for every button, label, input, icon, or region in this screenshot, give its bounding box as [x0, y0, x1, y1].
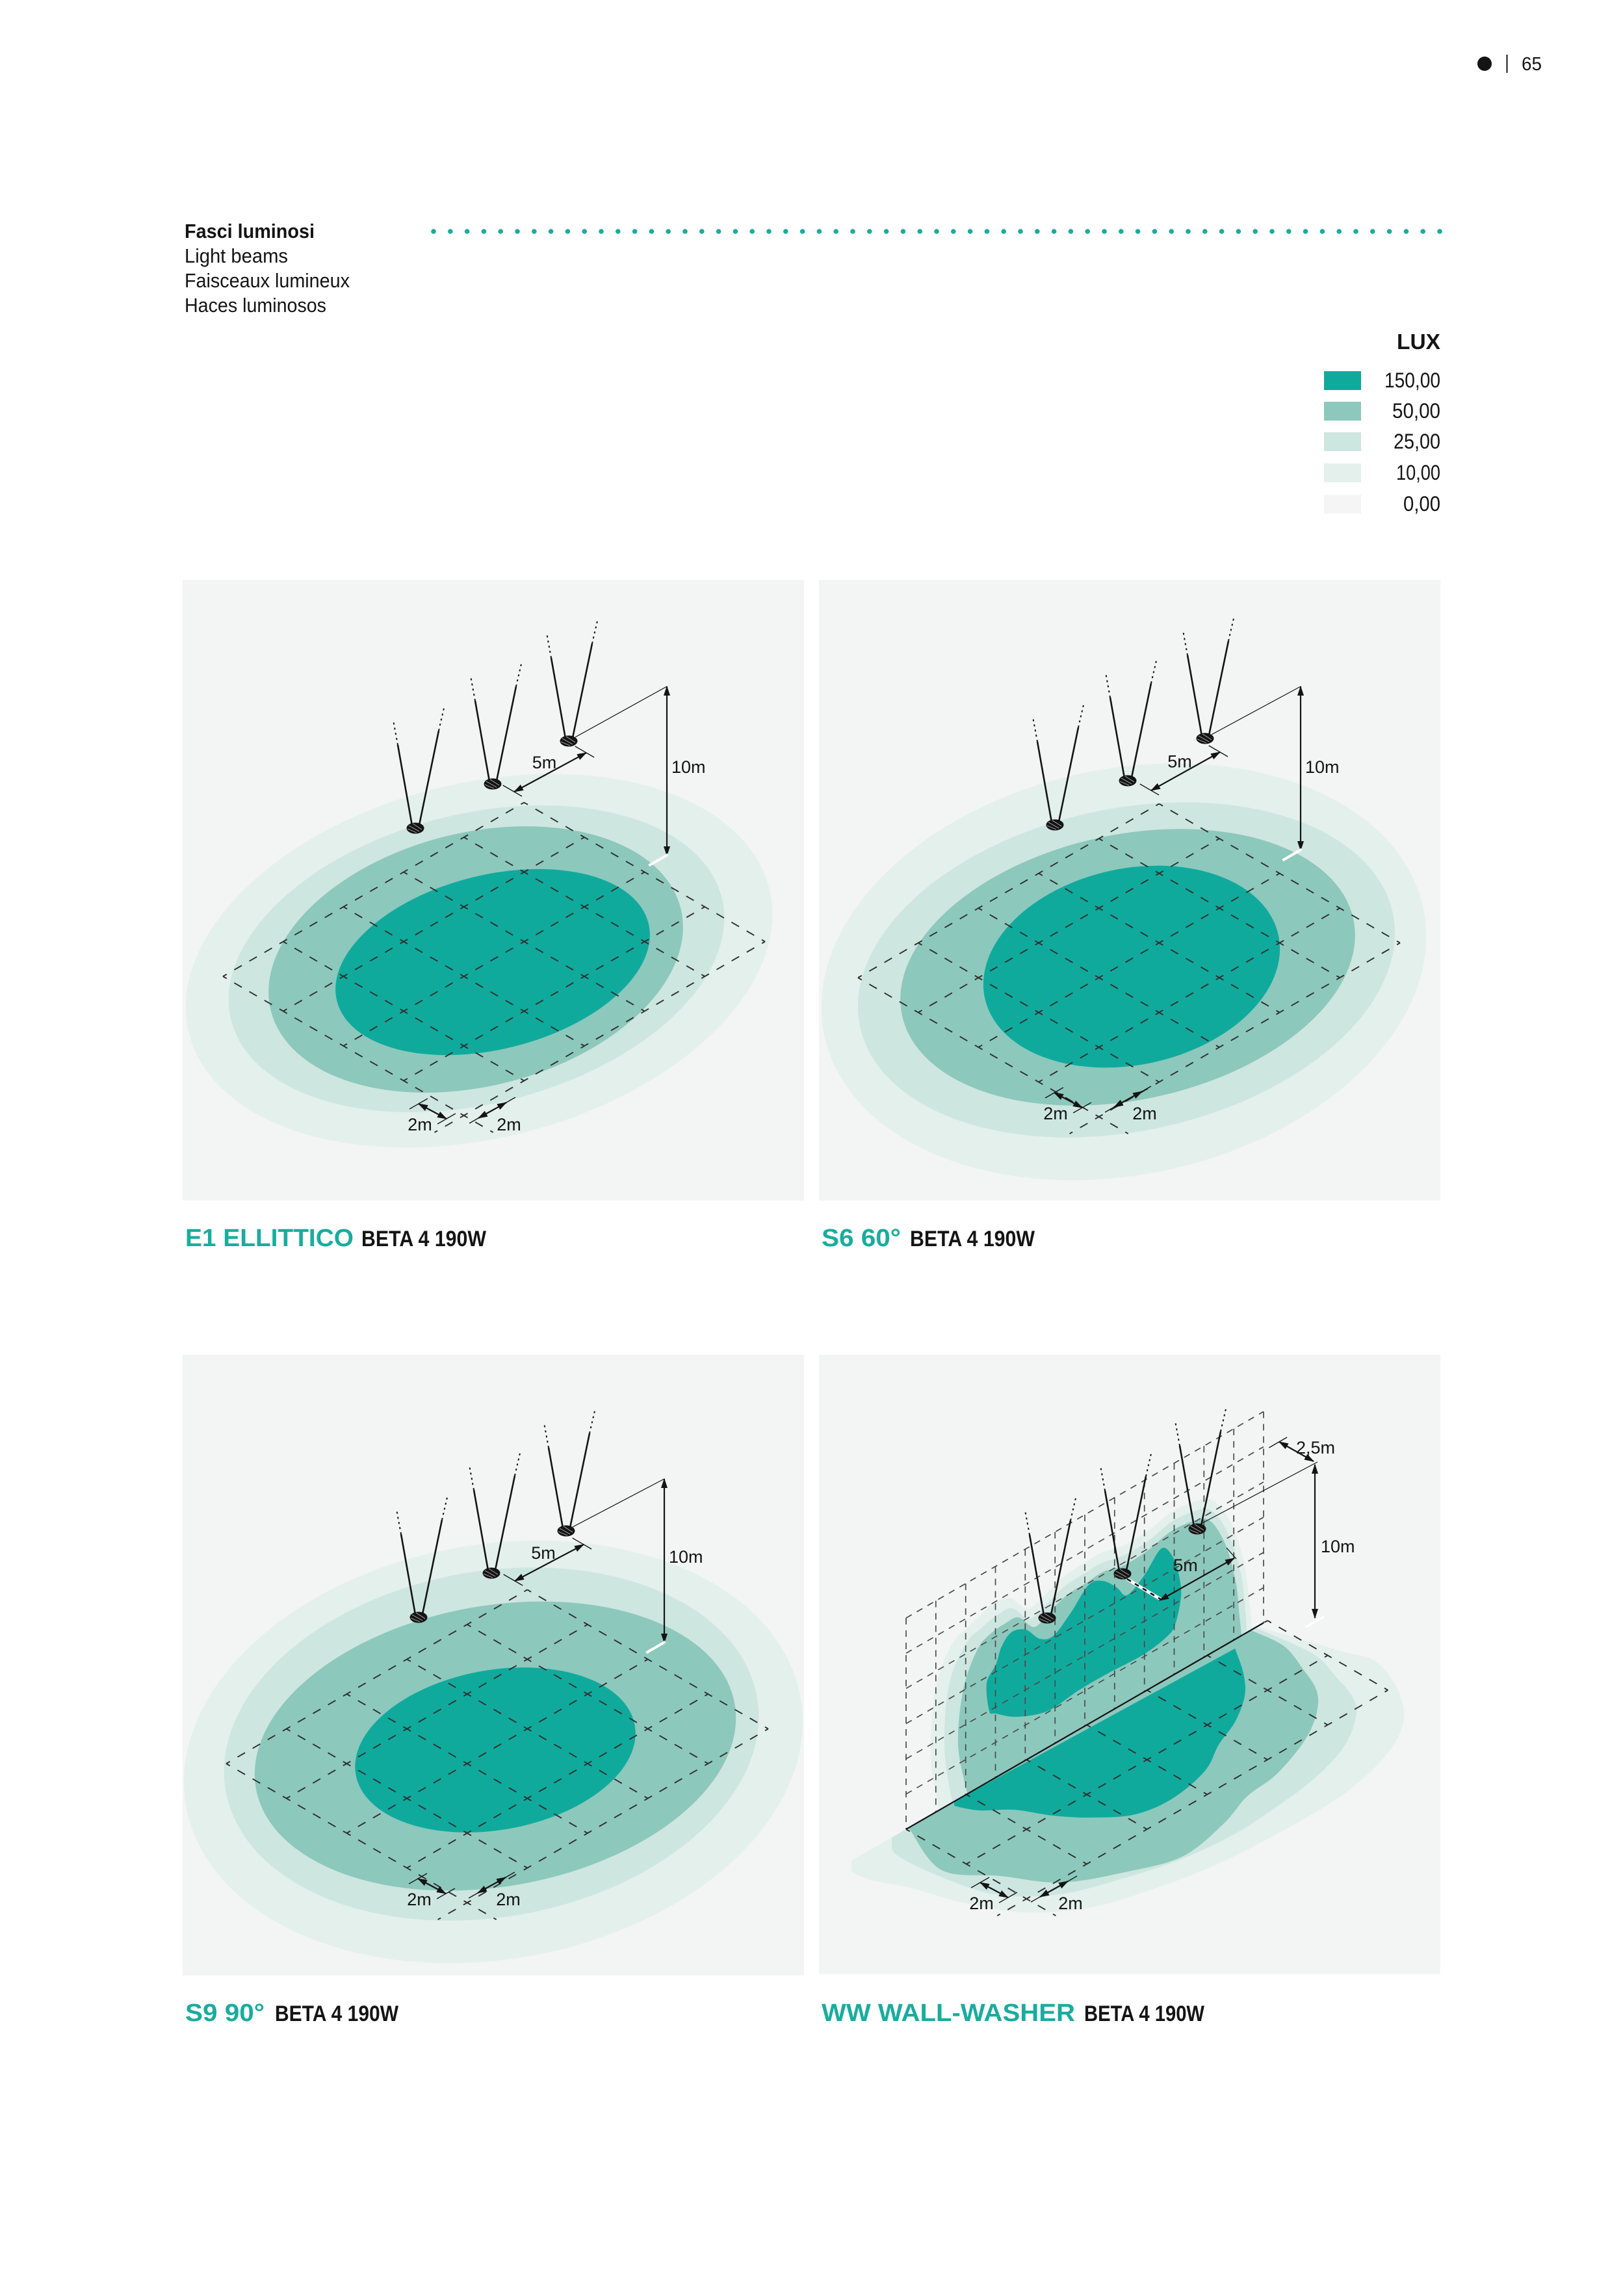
svg-text:BETA 4 190W: BETA 4 190W	[361, 1227, 487, 1251]
svg-text:10m: 10m	[671, 757, 706, 777]
svg-text:Fasci luminosi: Fasci luminosi	[185, 220, 315, 242]
svg-text:BETA 4 190W: BETA 4 190W	[275, 2002, 399, 2026]
svg-text:E1 ELLITTICO: E1 ELLITTICO	[185, 1225, 354, 1252]
svg-text:5m: 5m	[531, 1543, 556, 1563]
svg-text:50,00: 50,00	[1392, 399, 1440, 423]
svg-text:65: 65	[1522, 54, 1542, 75]
svg-text:Light beams: Light beams	[185, 244, 288, 267]
svg-text:BETA 4 190W: BETA 4 190W	[1084, 2002, 1205, 2026]
svg-text:WW WALL-WASHER: WW WALL-WASHER	[822, 2000, 1075, 2027]
svg-text:2m: 2m	[1132, 1104, 1157, 1123]
svg-text:2m: 2m	[1043, 1104, 1068, 1123]
svg-text:Haces luminosos: Haces luminosos	[185, 294, 326, 317]
svg-text:10m: 10m	[1321, 1537, 1355, 1556]
svg-text:2m: 2m	[497, 1115, 521, 1134]
svg-text:10m: 10m	[1305, 757, 1340, 777]
svg-text:BETA 4 190W: BETA 4 190W	[910, 1227, 1035, 1251]
svg-text:2m: 2m	[969, 1894, 994, 1913]
svg-text:2m: 2m	[496, 1890, 521, 1909]
svg-text:2m: 2m	[1058, 1894, 1083, 1913]
svg-text:10,00: 10,00	[1396, 461, 1440, 484]
svg-text:25,00: 25,00	[1394, 430, 1440, 453]
svg-text:150,00: 150,00	[1384, 369, 1440, 392]
svg-text:2m: 2m	[408, 1115, 432, 1134]
svg-text:Faisceaux lumineux: Faisceaux lumineux	[185, 269, 350, 292]
svg-text:5m: 5m	[1173, 1556, 1198, 1575]
svg-text:5m: 5m	[1167, 752, 1192, 772]
svg-text:LUX: LUX	[1397, 330, 1440, 354]
svg-text:5m: 5m	[532, 753, 557, 772]
svg-text:10m: 10m	[669, 1547, 703, 1567]
svg-text:S6 60°: S6 60°	[822, 1225, 901, 1252]
svg-text:2m: 2m	[407, 1890, 432, 1909]
svg-text:2,5m: 2,5m	[1296, 1438, 1335, 1457]
svg-text:0,00: 0,00	[1403, 492, 1440, 515]
svg-text:S9 90°: S9 90°	[185, 2000, 265, 2027]
